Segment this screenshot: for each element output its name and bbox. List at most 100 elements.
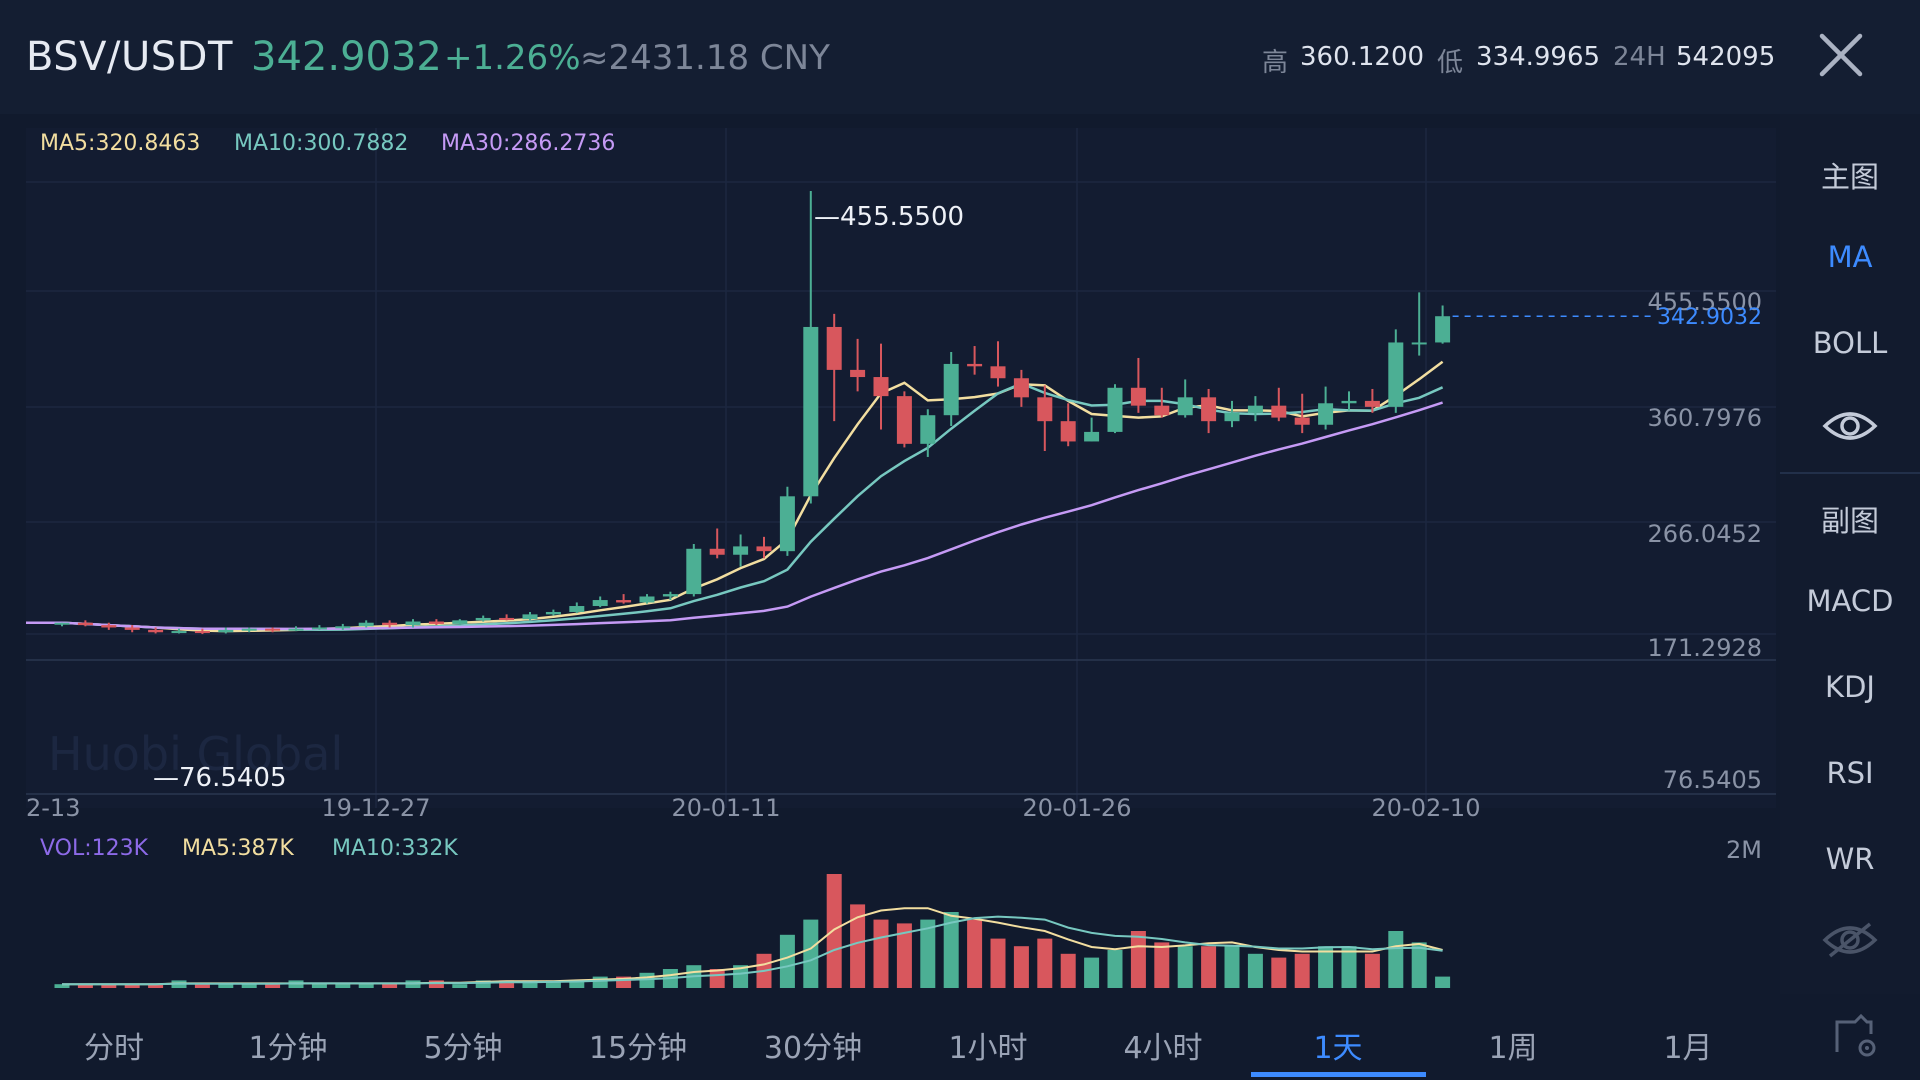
volume-bar-32	[803, 919, 819, 988]
candle-body-50	[1224, 412, 1240, 422]
volume-bar-49	[1201, 946, 1217, 988]
candle-body-30	[756, 546, 772, 552]
current-price: 342.9032	[251, 34, 442, 80]
candle-body-53	[1294, 417, 1310, 425]
tab-timeframe-9[interactable]: 1月	[1663, 1031, 1713, 1066]
candle-body-46	[1130, 387, 1146, 406]
volume-bar-23	[592, 976, 608, 988]
candle-body-49	[1201, 397, 1217, 422]
volume-bar-33	[826, 874, 842, 988]
candle-body-4	[148, 629, 164, 633]
indicator-wr[interactable]: WR	[1825, 842, 1875, 876]
tab-timeframe-6[interactable]: 4小时	[1123, 1031, 1203, 1066]
volume-bar-43	[1060, 953, 1076, 988]
current-price-label: 342.9032	[1657, 305, 1762, 330]
tab-timeframe-8[interactable]: 1周	[1488, 1031, 1538, 1066]
x-tick-0: 2-13	[26, 794, 80, 822]
volume-bar-55	[1341, 946, 1357, 988]
candle-body-31	[779, 496, 795, 552]
candle-body-19	[499, 617, 515, 620]
candle-body-57	[1388, 342, 1404, 407]
volume-bar-18	[475, 980, 491, 988]
main-chart-title: 主图	[1820, 160, 1879, 194]
y-tick-0: 455.5500	[1647, 288, 1762, 316]
close-button[interactable]	[1818, 32, 1864, 78]
cny-price: ≈2431.18 CNY	[580, 38, 830, 78]
grid-lines	[26, 128, 1776, 808]
candle-body-27	[686, 548, 702, 595]
candle-body-59	[1435, 316, 1451, 343]
candle-body-56	[1364, 400, 1380, 407]
candles	[54, 191, 1451, 635]
y-tick-3: 171.2928	[1647, 634, 1762, 662]
volume-bar-28	[709, 969, 725, 988]
candle-body-22	[569, 606, 585, 612]
tab-timeframe-4[interactable]: 30分钟	[763, 1031, 863, 1066]
min-price-label: —76.5405	[153, 763, 287, 793]
volume-bar-37	[920, 919, 936, 988]
tab-timeframe-7[interactable]: 1天	[1313, 1031, 1363, 1066]
volume-bar-8	[241, 984, 257, 988]
y-axis-labels: 455.5500 360.7976 266.0452 171.2928 76.5405	[1647, 288, 1762, 794]
tab-timeframe-2[interactable]: 5分钟	[423, 1031, 503, 1066]
candle-body-15	[405, 621, 421, 626]
y-tick-1: 360.7976	[1647, 404, 1762, 432]
candle-body-18	[475, 617, 491, 621]
toggle-sub-visibility[interactable]	[1780, 920, 1920, 967]
candle-body-44	[1084, 431, 1100, 442]
chart-settings-button[interactable]	[1831, 1012, 1879, 1060]
candle-body-9	[265, 628, 281, 631]
tab-timeframe-1[interactable]: 1分钟	[248, 1031, 328, 1066]
main-chart-bg	[26, 128, 1776, 808]
volume-bar-36	[896, 923, 912, 988]
volume-bar-21	[545, 980, 561, 988]
x-tick-4: 20-02-10	[1372, 794, 1481, 822]
toggle-main-visibility[interactable]	[1780, 406, 1920, 453]
volume-bar-47	[1154, 942, 1170, 988]
indicator-ma[interactable]: MA	[1827, 240, 1873, 274]
indicator-boll[interactable]: BOLL	[1812, 326, 1888, 360]
volume-bar-58	[1411, 942, 1427, 988]
volume-bar-52	[1271, 957, 1287, 988]
candle-body-17	[452, 620, 468, 624]
indicator-panel: 主图 MA BOLL 副图 MACD KDJ RSI WR	[1780, 114, 1920, 994]
volume-bar-19	[499, 980, 515, 988]
candle-body-24	[616, 600, 632, 603]
candle-body-3	[124, 627, 140, 630]
volume-bar-39	[967, 919, 983, 988]
volume-bar-45	[1107, 950, 1123, 988]
volume-bar-54	[1318, 946, 1334, 988]
low-label: 低	[1437, 48, 1464, 78]
candle-body-16	[428, 621, 444, 624]
vol-24h-label: 24H	[1613, 42, 1666, 72]
tab-timeframe-0[interactable]: 分时	[84, 1031, 144, 1066]
volume-bar-41	[1013, 946, 1029, 988]
chart-area[interactable]: Huobi Global 455.5500 360.7976 266.0452 171…	[0, 114, 1780, 994]
candle-body-37	[920, 415, 936, 444]
candle-body-33	[826, 326, 842, 370]
timeframe-bar	[0, 994, 1920, 1080]
volume-bar-13	[358, 984, 374, 988]
volume-bar-7	[218, 984, 234, 988]
candle-body-38	[943, 363, 959, 416]
candle-body-2	[101, 625, 117, 628]
candle-body-35	[873, 377, 889, 397]
candle-body-11	[311, 627, 327, 630]
candle-body-12	[335, 626, 351, 629]
indicator-kdj[interactable]: KDJ	[1825, 670, 1875, 704]
volume-bar-38	[943, 912, 959, 988]
candle-body-26	[662, 594, 678, 597]
volume-bar-2	[101, 984, 117, 988]
max-price-label: —455.5500	[814, 202, 964, 232]
indicator-rsi[interactable]: RSI	[1826, 756, 1874, 790]
volume-bar-17	[452, 984, 468, 988]
tab-timeframe-3[interactable]: 15分钟	[588, 1031, 688, 1066]
x-tick-1: 19-12-27	[322, 794, 431, 822]
tab-timeframe-5[interactable]: 1小时	[948, 1031, 1028, 1066]
volume-bar-12	[335, 984, 351, 988]
indicator-macd[interactable]: MACD	[1806, 584, 1894, 618]
volume-bar-46	[1130, 931, 1146, 988]
pair-name[interactable]: BSV/USDT	[26, 34, 233, 80]
candle-body-40	[990, 366, 1006, 379]
candlestick-chart[interactable]: Huobi Global 455.5500 360.7976 266.0452 171…	[0, 114, 1780, 994]
